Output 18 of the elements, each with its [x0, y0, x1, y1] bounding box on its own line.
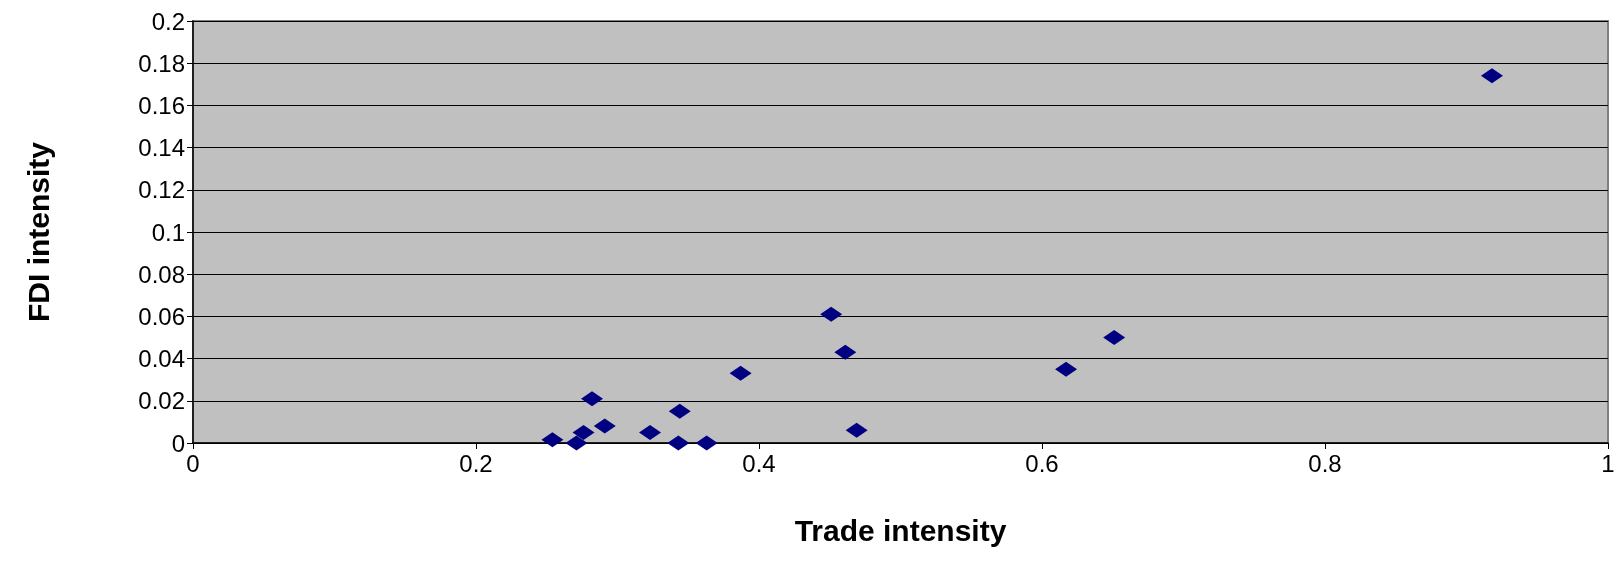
y-tick-label: 0.14 [138, 134, 185, 162]
y-tick-label: 0.06 [138, 302, 185, 330]
y-tick-label: 0.12 [138, 176, 185, 204]
x-tick-label: 0.6 [1025, 449, 1059, 477]
x-tick-label: 1 [1601, 449, 1615, 477]
x-tick-label: 0.8 [1308, 449, 1342, 477]
x-axis-title: Trade intensity [794, 513, 1007, 547]
y-tick-label: 0 [171, 429, 185, 457]
y-axis-title: FDI intensity [21, 141, 55, 323]
y-tick-label: 0.1 [151, 218, 185, 246]
y-tick-label: 0.16 [138, 91, 185, 119]
y-tick-label: 0.02 [138, 387, 185, 415]
x-tick-label: 0.2 [459, 449, 493, 477]
y-tick-label: 0.08 [138, 260, 185, 288]
y-tick-label: 0.18 [138, 49, 185, 77]
y-tick-label: 0.04 [138, 345, 185, 373]
y-tick-label: 0.2 [151, 7, 185, 35]
x-tick-label: 0.4 [742, 449, 776, 477]
